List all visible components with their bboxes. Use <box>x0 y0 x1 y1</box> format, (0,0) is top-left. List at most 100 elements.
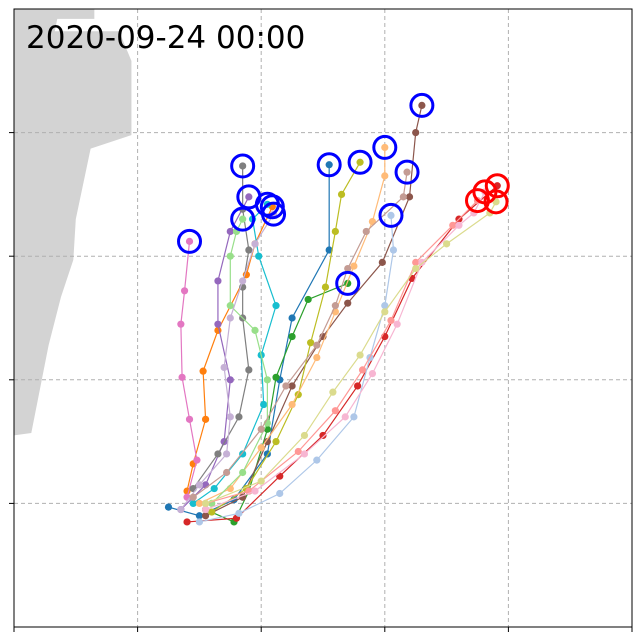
track-point <box>196 512 203 519</box>
track-point <box>350 262 357 269</box>
track-point <box>196 481 203 488</box>
chart-title: 2020-09-24 00:00 <box>26 20 305 56</box>
track-point <box>295 448 302 455</box>
track-point <box>406 193 413 200</box>
track-point <box>272 374 279 381</box>
track-point <box>186 238 193 245</box>
track-point <box>332 302 339 309</box>
track-point <box>449 222 456 229</box>
track-point <box>403 169 410 176</box>
track-point <box>363 228 370 235</box>
track-point <box>276 490 283 497</box>
track-point <box>227 485 234 492</box>
track-point <box>332 228 339 235</box>
track-point <box>313 457 320 464</box>
track-point <box>400 193 407 200</box>
track-point <box>289 314 296 321</box>
track-point <box>235 413 242 420</box>
track-point <box>227 314 234 321</box>
track-point <box>239 469 246 476</box>
track-point <box>190 500 197 507</box>
track-point <box>301 450 308 457</box>
track-point <box>239 277 246 284</box>
track-point <box>381 144 388 151</box>
track-point <box>214 321 221 328</box>
track-point <box>214 450 221 457</box>
track-point <box>394 321 401 328</box>
track-point <box>239 216 246 223</box>
track-point <box>301 432 308 439</box>
track-point <box>227 413 234 420</box>
track-point <box>264 376 271 383</box>
track-point <box>251 240 258 247</box>
track-point <box>258 478 265 485</box>
track-point <box>221 364 228 371</box>
track-point <box>322 284 329 291</box>
track-point <box>258 426 265 433</box>
track-point <box>359 366 366 373</box>
track-point <box>202 512 209 519</box>
track-point <box>418 102 425 109</box>
track-point <box>344 300 351 307</box>
track-point <box>181 287 188 294</box>
track-point <box>313 342 320 349</box>
track-point <box>260 401 267 408</box>
track-point <box>165 504 172 511</box>
track-point <box>178 374 185 381</box>
track-point <box>251 327 258 334</box>
track-point <box>313 354 320 361</box>
track-point <box>251 487 258 494</box>
track-point <box>211 485 218 492</box>
track-point <box>272 438 279 445</box>
track-point <box>350 413 357 420</box>
track-point <box>412 259 419 266</box>
track-point <box>245 246 252 253</box>
track-point <box>369 370 376 377</box>
track-point <box>245 193 252 200</box>
track-point <box>235 510 242 517</box>
track-point <box>258 444 265 451</box>
track-point <box>177 321 184 328</box>
track-point <box>239 162 246 169</box>
track-point <box>214 277 221 284</box>
track-point <box>193 457 200 464</box>
track-point <box>379 259 386 266</box>
track-point <box>412 265 419 272</box>
track-point <box>289 401 296 408</box>
track-point <box>390 246 397 253</box>
track-point <box>255 253 262 260</box>
track-point <box>223 450 230 457</box>
track-point <box>356 159 363 166</box>
track-point <box>356 351 363 358</box>
track-point <box>227 253 234 260</box>
track-point <box>387 212 394 219</box>
track-point <box>177 506 184 513</box>
track-point <box>455 222 462 229</box>
track-point <box>196 518 203 525</box>
track-point <box>326 161 333 168</box>
track-point <box>387 317 394 324</box>
track-point <box>342 413 349 420</box>
track-point <box>202 416 209 423</box>
track-point <box>332 407 339 414</box>
track-point <box>190 485 197 492</box>
track-point <box>227 302 234 309</box>
track-point <box>289 382 296 389</box>
track-point <box>338 191 345 198</box>
track-point <box>202 500 209 507</box>
track-point <box>381 172 388 179</box>
track-point <box>186 416 193 423</box>
track-point <box>200 368 207 375</box>
track-point <box>227 376 234 383</box>
track-point <box>202 506 209 513</box>
track-point <box>381 308 388 315</box>
track-point <box>196 500 203 507</box>
track-point <box>183 518 190 525</box>
track-point <box>289 333 296 340</box>
track-point <box>305 296 312 303</box>
track-point <box>245 366 252 373</box>
track-point <box>208 508 215 515</box>
track-point <box>443 240 450 247</box>
track-point <box>227 228 234 235</box>
